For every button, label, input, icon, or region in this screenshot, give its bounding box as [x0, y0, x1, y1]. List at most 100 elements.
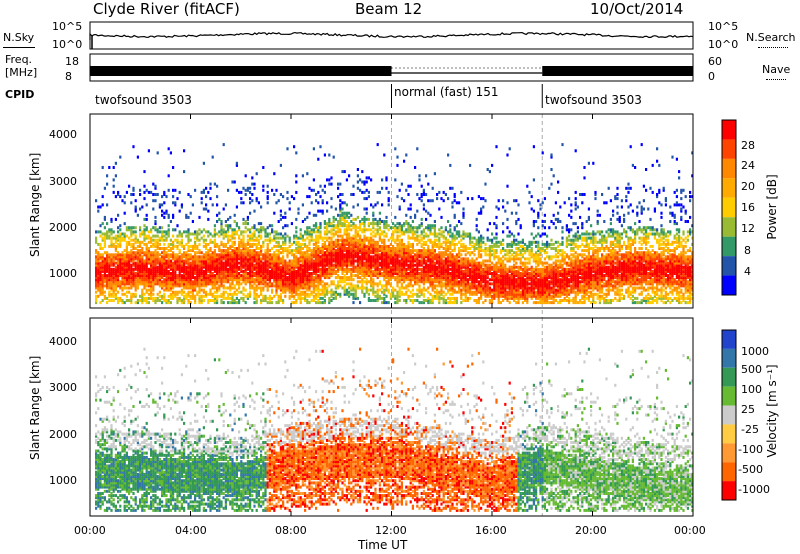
power-cell — [266, 238, 269, 242]
power-cell — [420, 193, 423, 196]
power-cell — [453, 195, 456, 199]
power-cell — [211, 286, 214, 290]
power-cell — [156, 244, 159, 248]
power-cell — [117, 190, 120, 194]
power-cell — [306, 172, 309, 176]
power-cell — [255, 265, 258, 269]
power-cell — [108, 263, 111, 267]
power-cell — [293, 265, 296, 269]
power-cell — [363, 197, 366, 201]
power-cell — [227, 276, 230, 280]
power-cell — [141, 272, 144, 275]
power-cell — [400, 255, 403, 259]
power-cell — [403, 244, 406, 248]
power-cell — [458, 234, 461, 238]
power-cell — [444, 226, 447, 230]
power-cell — [409, 215, 412, 219]
power-cell — [99, 272, 102, 275]
power-cell — [264, 249, 267, 253]
power-cell — [119, 265, 122, 269]
power-cell — [317, 234, 320, 238]
power-cell — [222, 242, 225, 246]
power-cell — [103, 236, 106, 240]
power-cell — [398, 267, 401, 271]
power-cell — [229, 244, 232, 248]
power-cell — [167, 263, 170, 267]
power-cell — [363, 217, 366, 221]
power-cell — [396, 195, 399, 199]
power-cell — [385, 272, 388, 275]
power-cell — [359, 249, 362, 253]
power-cell — [141, 296, 144, 300]
power-cell — [266, 259, 269, 263]
power-cell — [251, 263, 254, 267]
power-cell — [95, 199, 98, 203]
power-cell — [154, 242, 157, 246]
power-cell — [194, 232, 197, 236]
power-cell — [136, 280, 139, 284]
power-cell — [350, 261, 353, 265]
power-cell — [163, 299, 166, 302]
power-cell — [394, 249, 397, 253]
power-cell — [207, 190, 210, 194]
power-cell — [134, 209, 137, 213]
power-cell — [257, 234, 260, 238]
power-cell — [293, 286, 296, 290]
power-cell — [345, 251, 348, 255]
power-cell — [172, 263, 175, 267]
power-cell — [165, 284, 168, 288]
power-cell — [227, 247, 230, 250]
power-cell — [372, 280, 375, 284]
power-cell — [288, 263, 291, 267]
power-cell — [438, 259, 441, 263]
power-cell — [284, 232, 287, 236]
power-cell — [363, 238, 366, 242]
power-cell — [178, 259, 181, 263]
power-cell — [444, 301, 447, 305]
power-cell — [277, 244, 280, 248]
power-cell — [444, 282, 447, 286]
power-cell — [207, 280, 210, 284]
power-cell — [365, 269, 368, 273]
power-cell — [409, 265, 412, 269]
power-cell — [233, 251, 236, 255]
power-cell — [348, 228, 351, 232]
power-cell — [458, 249, 461, 253]
power-cell — [136, 265, 139, 269]
power-cell — [97, 294, 100, 298]
power-cell — [202, 265, 205, 269]
power-cell — [165, 251, 168, 255]
power-cell — [284, 280, 287, 284]
power-cell — [317, 244, 320, 248]
power-cell — [108, 265, 111, 269]
power-cell — [310, 280, 313, 284]
power-cell — [361, 272, 364, 275]
power-cell — [266, 269, 269, 273]
power-cell — [249, 276, 252, 280]
power-cell — [167, 215, 170, 219]
power-cell — [134, 247, 137, 250]
power-cell — [202, 238, 205, 242]
power-cell — [233, 236, 236, 240]
power-cell — [359, 272, 362, 275]
power-cell — [180, 232, 183, 236]
power-cell — [163, 215, 166, 219]
power-cell — [268, 232, 271, 236]
power-cell — [290, 269, 293, 273]
power-cell — [447, 238, 450, 242]
power-cell — [341, 263, 344, 267]
power-cell — [301, 290, 304, 294]
power-cell — [414, 232, 417, 236]
power-cell — [381, 284, 384, 288]
power-cell — [429, 253, 432, 257]
power-cell — [205, 186, 208, 190]
power-cell — [99, 205, 102, 209]
power-cell — [125, 259, 128, 263]
power-cell — [139, 280, 142, 284]
power-cell — [112, 166, 115, 169]
power-cell — [134, 257, 137, 261]
power-cell — [227, 224, 230, 228]
power-cell — [352, 259, 355, 263]
power-cell — [150, 263, 153, 267]
power-cell — [253, 234, 256, 238]
